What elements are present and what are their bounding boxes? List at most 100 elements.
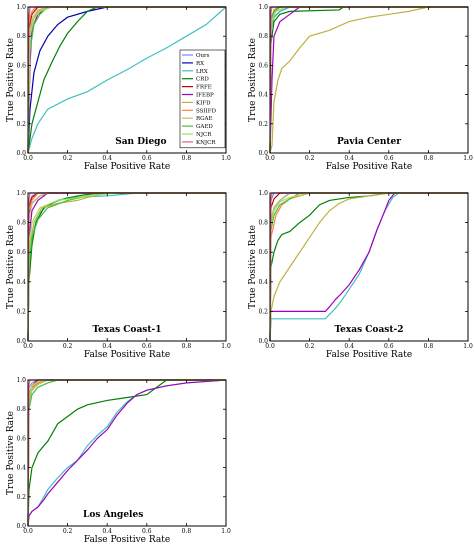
y-tick-label: 0.8 — [16, 406, 26, 413]
plot-frame — [269, 6, 469, 154]
x-tick-label: 0.8 — [182, 343, 192, 350]
y-tick-label: 0.4 — [16, 92, 26, 99]
x-tick-label: 0.6 — [142, 343, 152, 350]
x-tick-label: 0.2 — [63, 155, 73, 162]
legend-entry-gaed: GAED — [196, 124, 213, 130]
x-axis-label: False Positive Rate — [84, 535, 170, 545]
x-tick-label: 0.0 — [23, 343, 33, 350]
panel-title: Texas Coast-2 — [334, 325, 403, 335]
x-tick-label: 0.2 — [63, 528, 73, 535]
y-axis-label: True Positive Rate — [6, 225, 16, 309]
series-lines — [269, 192, 468, 342]
roc-panel-5: 0.0 0.2 0.4 0.6 0.8 1.0 0.0 0.2 0.4 0.6 0.8 1.0 Fals… — [6, 377, 231, 545]
x-tick-label: 0.0 — [265, 343, 275, 350]
x-tick-label: 0.4 — [102, 528, 112, 535]
series-line-lrx — [269, 192, 468, 342]
y-tick-label: 0.4 — [258, 279, 268, 286]
series-line-ours — [269, 6, 468, 154]
roc-panel-3: 0.0 0.2 0.4 0.6 0.8 1.0 0.0 0.2 0.4 0.6 0.8 1.0 Fals… — [6, 190, 231, 360]
y-tick-label: 0.2 — [258, 121, 268, 128]
y-tick-label: 1.0 — [258, 190, 268, 197]
y-tick-label: 0.6 — [16, 62, 26, 69]
series-line-ssiifd — [269, 6, 468, 154]
series-line-rgae — [27, 192, 226, 342]
series-line-kifd — [27, 192, 226, 342]
x-tick-label: 0.0 — [23, 155, 33, 162]
series-line-rx — [27, 192, 226, 342]
series-line-kifd — [269, 192, 468, 342]
y-tick-label: 1.0 — [16, 190, 26, 197]
roc-panel-2: 0.0 0.2 0.4 0.6 0.8 1.0 0.0 0.2 0.4 0.6 0.8 1.0 Fals… — [248, 4, 473, 172]
series-line-crd — [27, 379, 226, 527]
legend-entry-rx: RX — [196, 61, 204, 67]
plot-frame — [27, 379, 227, 527]
series-line-rgae — [269, 6, 468, 154]
series-line-crd — [27, 192, 226, 342]
y-tick-label: 0.8 — [258, 220, 268, 227]
x-tick-label: 0.2 — [63, 343, 73, 350]
series-line-gaed — [269, 6, 468, 154]
series-lines — [27, 379, 227, 527]
series-lines — [269, 6, 468, 154]
y-tick-label: 0.4 — [16, 279, 26, 286]
x-tick-label: 0.8 — [424, 155, 434, 162]
series-line-lrx — [27, 192, 226, 342]
y-axis-label: True Positive Rate — [6, 38, 16, 122]
legend-entry-rgae: RGAE — [196, 116, 213, 122]
y-tick-label: 0.6 — [16, 249, 26, 256]
series-line-crd — [27, 6, 226, 154]
x-tick-label: 0.4 — [344, 155, 354, 162]
y-axis-label: True Positive Rate — [248, 225, 258, 309]
y-tick-label: 0.4 — [258, 92, 268, 99]
x-tick-label: 0.6 — [142, 155, 152, 162]
y-tick-label: 0.2 — [258, 308, 268, 315]
y-tick-label: 0.0 — [16, 338, 26, 345]
x-tick-label: 0.8 — [182, 155, 192, 162]
panel-title: Pavia Center — [337, 137, 401, 147]
y-tick-label: 0.2 — [16, 308, 26, 315]
series-line-crd — [269, 6, 468, 154]
y-tick-label: 0.6 — [16, 435, 26, 442]
y-tick-label: 0.0 — [16, 150, 26, 157]
y-tick-label: 0.8 — [16, 33, 26, 40]
y-tick-label: 0.0 — [16, 523, 26, 530]
y-tick-label: 0.0 — [258, 338, 268, 345]
legend-entry-ours: Ours — [196, 53, 210, 59]
x-axis-label: False Positive Rate — [84, 350, 170, 360]
series-line-ifebp — [27, 192, 226, 342]
panel-title: San Diego — [115, 137, 166, 147]
series-line-lrx — [269, 6, 468, 154]
plot-frame — [27, 192, 227, 342]
y-tick-label: 1.0 — [258, 4, 268, 11]
x-tick-label: 0.2 — [305, 155, 315, 162]
legend-entry-lrx: LRX — [196, 69, 208, 75]
plot-frame — [269, 192, 469, 342]
x-tick-label: 0.6 — [142, 528, 152, 535]
y-tick-label: 0.4 — [16, 465, 26, 472]
y-tick-label: 0.8 — [16, 220, 26, 227]
y-axis-label: True Positive Rate — [6, 411, 16, 495]
x-axis-label: False Positive Rate — [326, 162, 412, 172]
series-line-frfe — [269, 6, 468, 154]
x-tick-label: 0.6 — [384, 155, 394, 162]
y-tick-label: 0.6 — [258, 249, 268, 256]
y-tick-label: 0.2 — [16, 121, 26, 128]
series-line-knjcr — [27, 192, 226, 342]
x-tick-label: 1.0 — [463, 343, 473, 350]
y-tick-label: 1.0 — [16, 377, 26, 384]
series-line-lrx — [27, 379, 227, 527]
legend-entry-frfe: FRFE — [196, 85, 212, 91]
x-axis-label: False Positive Rate — [326, 350, 412, 360]
series-line-frfe — [27, 192, 226, 342]
legend-entry-crd: CRD — [196, 77, 209, 83]
x-axis-label: False Positive Rate — [84, 162, 170, 172]
panel-title: Texas Coast-1 — [92, 325, 161, 335]
legend-entry-ssiifd: SSIIFD — [196, 108, 217, 114]
roc-panel-4: 0.0 0.2 0.4 0.6 0.8 1.0 0.0 0.2 0.4 0.6 0.8 1.0 Fals… — [248, 190, 473, 360]
series-line-knjcr — [269, 6, 468, 154]
x-tick-label: 1.0 — [463, 155, 473, 162]
y-tick-label: 0.2 — [16, 494, 26, 501]
legend-entry-ifebp: IFEBP — [196, 93, 214, 99]
legend-entry-knjcr: KNJCR — [196, 140, 216, 146]
